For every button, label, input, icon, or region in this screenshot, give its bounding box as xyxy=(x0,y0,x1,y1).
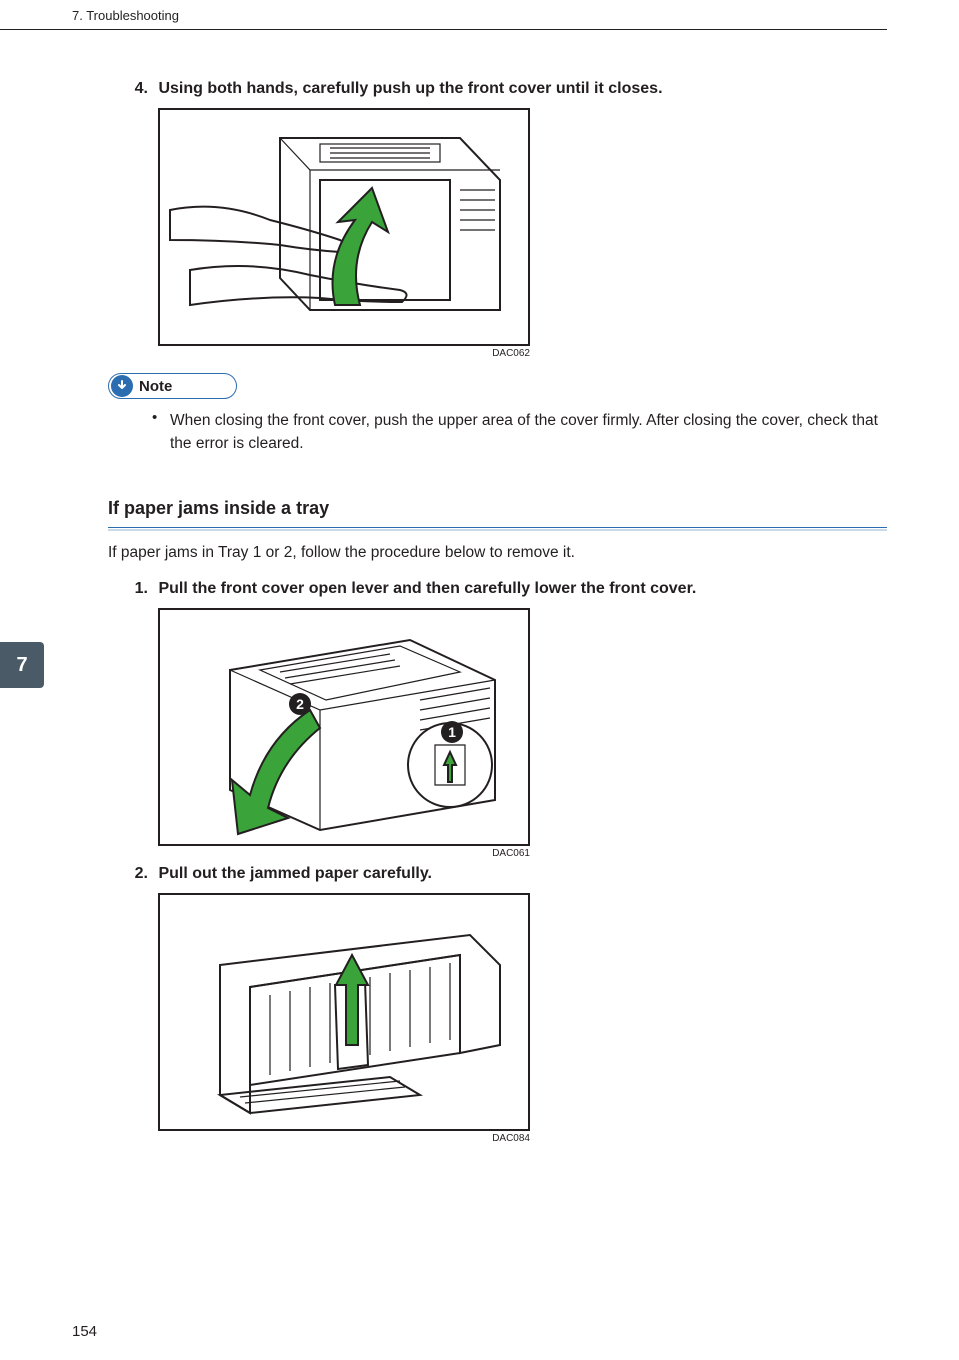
figure-close-cover xyxy=(158,108,530,346)
step-number: 1. xyxy=(120,580,148,598)
figure-wrapper: DAC062 xyxy=(158,108,887,359)
note-bullet-item: • When closing the front cover, push the… xyxy=(152,409,887,456)
printer-illustration-icon: 1 2 xyxy=(160,610,530,846)
step-number: 2. xyxy=(120,865,148,883)
figure-code: DAC084 xyxy=(158,1133,530,1144)
figure-wrapper: 1 2 DAC061 xyxy=(158,608,887,859)
printer-illustration-icon xyxy=(160,110,530,346)
step-text: Pull out the jammed paper carefully. xyxy=(158,865,878,883)
step-item: 1. Pull the front cover open lever and t… xyxy=(120,580,887,598)
page-number: 154 xyxy=(72,1323,97,1340)
subsection-heading: If paper jams inside a tray xyxy=(108,498,887,528)
figure-code: DAC062 xyxy=(158,348,530,359)
chapter-title: 7. Troubleshooting xyxy=(72,8,179,23)
figure-pull-paper xyxy=(158,893,530,1131)
note-arrow-icon xyxy=(111,375,133,397)
callout-number-2: 2 xyxy=(296,696,304,712)
note-bullet-text: When closing the front cover, push the u… xyxy=(170,409,887,456)
step-number: 4. xyxy=(120,80,148,98)
step-item: 2. Pull out the jammed paper carefully. xyxy=(120,865,887,883)
page-header: 7. Troubleshooting xyxy=(0,0,887,30)
subsection-intro: If paper jams in Tray 1 or 2, follow the… xyxy=(108,544,887,562)
figure-wrapper: DAC084 xyxy=(158,893,887,1144)
note-badge: Note xyxy=(108,373,237,399)
printer-illustration-icon xyxy=(160,895,530,1131)
step-text: Using both hands, carefully push up the … xyxy=(158,80,878,98)
figure-open-cover: 1 2 xyxy=(158,608,530,846)
side-tab-number: 7 xyxy=(16,654,27,677)
note-label: Note xyxy=(139,378,172,395)
step-text: Pull the front cover open lever and then… xyxy=(158,580,878,598)
step-item: 4. Using both hands, carefully push up t… xyxy=(120,80,887,98)
bullet-dot-icon: • xyxy=(152,409,170,456)
figure-code: DAC061 xyxy=(158,848,530,859)
chapter-side-tab: 7 xyxy=(0,642,44,688)
callout-number-1: 1 xyxy=(448,724,456,740)
page-content: 4. Using both hands, carefully push up t… xyxy=(0,30,959,1144)
